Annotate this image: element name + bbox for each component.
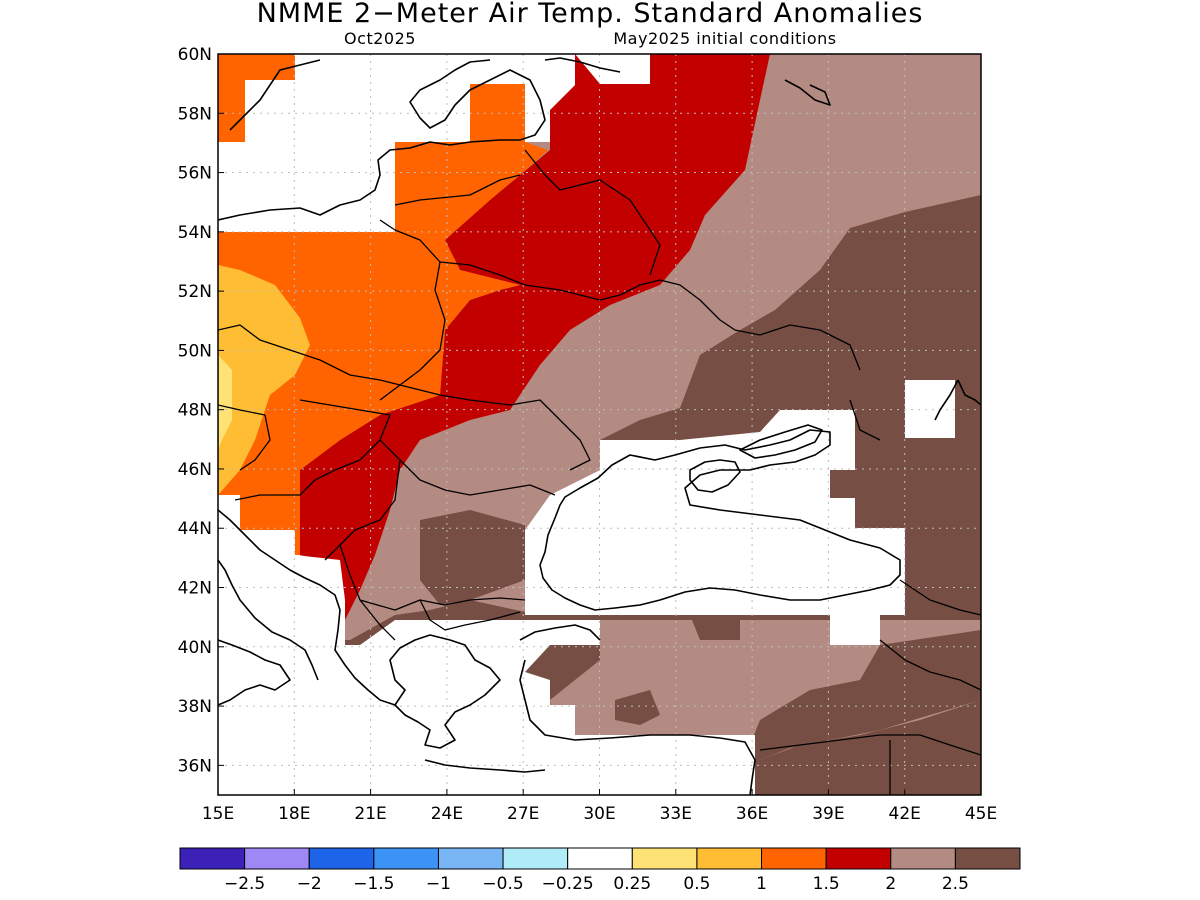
colorbar-swatch (567, 847, 633, 870)
colorbar-swatch (631, 847, 698, 870)
greece-coastline (389, 634, 546, 773)
crimea-coastline (689, 459, 741, 493)
colorbar-swatch (954, 847, 1021, 870)
baltic-coastline (218, 59, 546, 221)
colorbar-label: −2 (297, 874, 322, 894)
colorbar-swatch (825, 847, 892, 870)
lat-tick-label: 60N (178, 45, 212, 65)
lat-tick-label: 52N (178, 282, 212, 302)
colorbar-label: 2 (885, 874, 896, 894)
lon-tick-label: 36E (736, 804, 768, 824)
anomaly-region-0-25-to-0-5 (218, 355, 232, 450)
lon-tick-label: 39E (812, 804, 844, 824)
anomaly-region-near-normal (218, 54, 955, 795)
lat-tick-label: 54N (178, 223, 212, 243)
lat-tick-label: 56N (178, 164, 212, 184)
colorbar-label: 0.5 (683, 874, 710, 894)
italy-coastline (218, 639, 291, 706)
colorbar-label: 1.5 (813, 874, 840, 894)
turkey-coastline (519, 624, 756, 795)
lon-tick-label: 42E (889, 804, 921, 824)
colorbar-swatch (373, 847, 439, 870)
colorbar-swatch (308, 847, 375, 870)
axis-ticks: 15E 18E 21E 24E 27E 30E 33E 36E 39E 42E 45E 60N 58N 5… (178, 45, 998, 824)
colorbar-label: −0.5 (482, 874, 523, 894)
lon-tick-label: 27E (507, 804, 539, 824)
colorbar-swatch (437, 847, 504, 870)
colorbar: −2.5 −2 −1.5 −1 −0.5 −0.25 0.25 0.5 1 1.5 2 2.5 (179, 847, 1021, 894)
caspian-coastline (934, 379, 981, 421)
lat-tick-label: 44N (178, 519, 212, 539)
lon-tick-label: 30E (583, 804, 615, 824)
valid-month-label: Oct2025 (344, 29, 416, 48)
colorbar-label: 1 (756, 874, 767, 894)
anomaly-shading (218, 54, 981, 795)
adriatic-coastline (218, 509, 396, 706)
lat-tick-label: 46N (178, 460, 212, 480)
lat-tick-label: 42N (178, 579, 212, 599)
lon-tick-label: 24E (431, 804, 463, 824)
lat-tick-label: 36N (178, 756, 212, 776)
colorbar-swatch (761, 847, 827, 870)
lon-tick-label: 15E (202, 804, 234, 824)
country-borders (218, 149, 981, 795)
lon-tick-label: 18E (278, 804, 310, 824)
lat-tick-label: 38N (178, 697, 212, 717)
lat-tick-label: 50N (178, 341, 212, 361)
gulf-of-finland-coastline (544, 57, 831, 106)
colorbar-swatch (890, 847, 956, 870)
colorbar-swatch (502, 847, 569, 870)
map-title: NMME 2−Meter Air Temp. Standard Anomalie… (257, 0, 924, 29)
lat-tick-label: 48N (178, 401, 212, 421)
sea-of-azov-coastline (739, 424, 823, 459)
initial-conditions-label: May2025 initial conditions (613, 29, 836, 48)
anomaly-region-above-2-5-south (420, 510, 981, 795)
anomaly-region-0-5-to-1 (218, 265, 310, 495)
colorbar-label: 0.25 (613, 874, 651, 894)
lon-tick-label: 21E (354, 804, 386, 824)
lon-tick-label: 45E (965, 804, 997, 824)
colorbar-label: −0.25 (542, 874, 594, 894)
colorbar-label: 2.5 (942, 874, 969, 894)
anomaly-region-1-to-1-5 (218, 54, 548, 555)
lat-tick-label: 58N (178, 104, 212, 124)
colorbar-label: −1 (426, 874, 451, 894)
colorbar-swatch (179, 847, 246, 870)
coastlines-and-borders (218, 57, 981, 795)
lat-tick-label: 40N (178, 638, 212, 658)
lon-tick-label: 33E (660, 804, 692, 824)
colorbar-swatch (244, 847, 310, 870)
colorbar-swatch (696, 847, 763, 870)
anomaly-region-1-5-to-2 (300, 54, 770, 620)
colorbar-label: −1.5 (353, 874, 394, 894)
lat-lon-gridlines (218, 54, 981, 795)
colorbar-label: −2.5 (224, 874, 265, 894)
